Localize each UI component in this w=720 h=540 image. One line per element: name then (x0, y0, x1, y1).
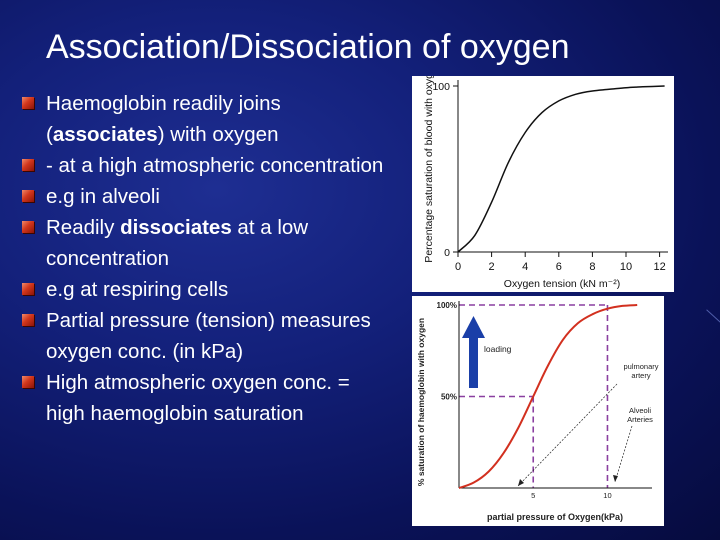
bullet-text-plain: Haemoglobin readily joins ( (46, 92, 281, 146)
bullet-item: High atmospheric oxygen conc. = high hae… (22, 367, 392, 429)
x-tick-label: 8 (589, 261, 595, 273)
x-tick-label: 6 (556, 261, 562, 273)
y-tick-label: 50% (441, 393, 457, 402)
bullet-square-icon (22, 97, 34, 109)
loading-label: loading (484, 344, 512, 354)
x-axis-label: partial pressure of Oxygen(kPa) (487, 512, 623, 522)
bullet-text: Haemoglobin readily joins (associates) w… (46, 92, 281, 146)
pulmonary-artery-label: pulmonary artery (623, 362, 658, 380)
bullet-item: Readily dissociates at a low concentrati… (22, 212, 392, 274)
bullet-item: e.g in alveoli (22, 181, 392, 212)
oxygen-tension-graph: 0 2 4 6 8 10 12 0 100 Percentage saturation of b… (412, 61, 674, 292)
decorative-glare-line (706, 309, 720, 324)
loading-arrow (462, 316, 485, 388)
bullet-item: e.g at respiring cells (22, 274, 392, 305)
y-tick-label: 100 (432, 81, 450, 93)
bullet-text-plain: at a low concentration (46, 216, 309, 270)
x-tick-label: 2 (489, 261, 495, 273)
bullet-text: - at a high atmospheric concentration (46, 154, 383, 177)
bullet-text-plain: High atmospheric oxygen conc. = high hae… (46, 371, 350, 425)
bullet-text-plain: ) with oxygen (157, 123, 279, 146)
bullet-item: - at a high atmospheric concentration (22, 150, 392, 181)
bullet-text: Readily dissociates at a low concentrati… (46, 216, 308, 270)
bullet-text: e.g at respiring cells (46, 278, 228, 301)
bullet-text-plain: Partial pressure (tension) measures oxyg… (46, 309, 371, 363)
bullet-square-icon (22, 190, 34, 202)
bullet-square-icon (22, 221, 34, 233)
bullet-item: Partial pressure (tension) measures oxyg… (22, 305, 392, 367)
x-tick-label: 12 (653, 261, 665, 273)
y-axis-label: % saturation of haemoglobin with oxygen (416, 318, 426, 486)
x-tick-label: 10 (603, 491, 611, 500)
pointer-lines (517, 383, 633, 487)
x-axis-label: Oxygen tension (kN m⁻²) (504, 278, 620, 290)
bullet-text: High atmospheric oxygen conc. = high hae… (46, 371, 350, 425)
x-tick-label: 5 (531, 491, 535, 500)
bullet-list: Haemoglobin readily joins (associates) w… (22, 88, 392, 429)
bullet-text: e.g in alveoli (46, 185, 160, 208)
slide-title: Association/Dissociation of oxygen (46, 28, 570, 66)
saturation-curve (457, 85, 665, 253)
oxygen-tension-chart-svg: 0 2 4 6 8 10 12 0 100 Percentage saturation of b… (423, 61, 668, 290)
bullet-square-icon (22, 376, 34, 388)
x-tick-label: 0 (455, 261, 461, 273)
bullet-item: Haemoglobin readily joins (associates) w… (22, 88, 392, 150)
saturation-graph: 5 10 50% 100% % saturation of haemoglobin w… (412, 296, 664, 526)
bullet-text: Partial pressure (tension) measures oxyg… (46, 309, 371, 363)
bullet-text-plain: - at a high atmospheric concentration (46, 154, 384, 177)
y-tick-label: 100% (437, 301, 457, 310)
x-tick-label: 4 (522, 261, 528, 273)
bullet-text-bold: dissociates (120, 216, 232, 239)
bullet-square-icon (22, 314, 34, 326)
bullet-text-plain: e.g in alveoli (46, 185, 160, 208)
bullet-text-plain: e.g at respiring cells (46, 278, 229, 301)
bullet-square-icon (22, 283, 34, 295)
saturation-chart-svg: 5 10 50% 100% % saturation of haemoglobin w… (416, 301, 659, 522)
bullet-text-bold: associates (52, 123, 158, 146)
bullet-text-plain: Readily (46, 216, 121, 239)
dissociation-curve (458, 304, 638, 489)
y-tick-label: 0 (444, 247, 450, 259)
x-tick-label: 10 (620, 261, 632, 273)
alveoli-arteries-label: Alveoli Arteries (627, 406, 653, 424)
bullet-square-icon (22, 159, 34, 171)
y-axis-label: Percentage saturation of blood with oxyg… (423, 76, 435, 263)
